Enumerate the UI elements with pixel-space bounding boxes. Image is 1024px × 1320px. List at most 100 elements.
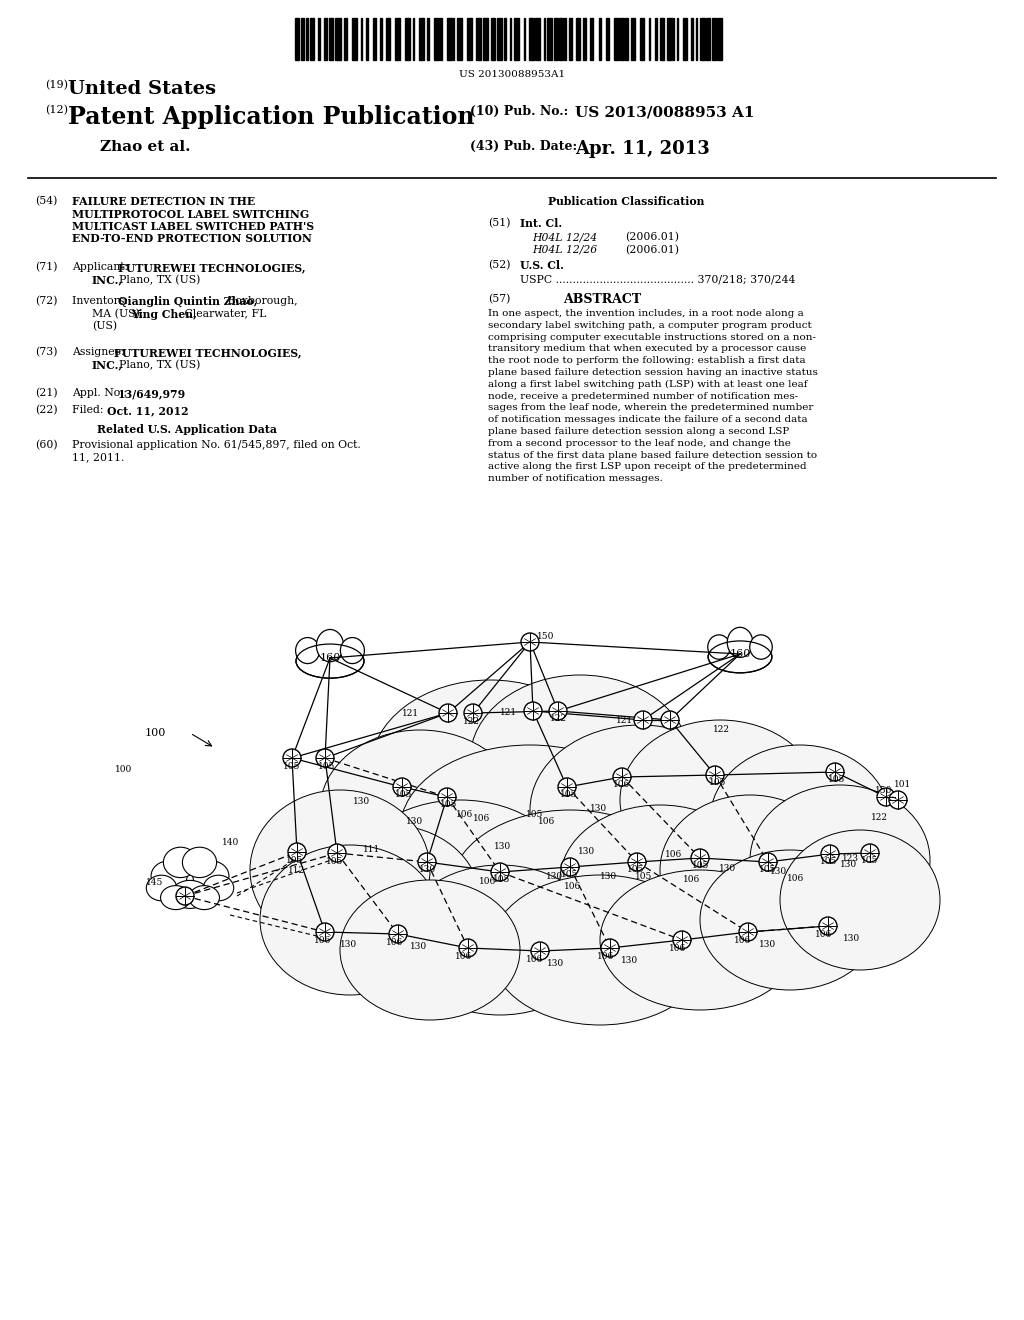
Text: (51): (51) (488, 218, 511, 228)
Text: 130: 130 (770, 867, 787, 876)
Text: Qianglin Quintin Zhao,: Qianglin Quintin Zhao, (118, 296, 257, 308)
Bar (419, 18, 424, 59)
Text: H04L 12/26: H04L 12/26 (532, 246, 597, 255)
Bar (352, 18, 357, 59)
Bar (696, 18, 697, 59)
Circle shape (389, 925, 407, 942)
Text: (21): (21) (35, 388, 57, 399)
Bar (446, 18, 452, 59)
Text: 130: 130 (840, 861, 857, 869)
Text: (43) Pub. Date:: (43) Pub. Date: (470, 140, 578, 153)
Text: 105: 105 (283, 762, 300, 771)
Text: Patent Application Publication: Patent Application Publication (68, 106, 474, 129)
Text: Zhao et al.: Zhao et al. (100, 140, 190, 154)
Bar (413, 18, 414, 59)
Bar (625, 18, 628, 59)
Ellipse shape (204, 875, 233, 900)
Circle shape (877, 788, 895, 807)
Bar (510, 18, 511, 59)
Text: 130: 130 (547, 960, 564, 968)
Text: USPC ......................................... 370/218; 370/244: USPC ...................................… (520, 275, 796, 284)
Ellipse shape (260, 845, 440, 995)
Bar (434, 18, 439, 59)
Text: FUTUREWEI TECHNOLOGIES,: FUTUREWEI TECHNOLOGIES, (114, 347, 301, 358)
Text: 122: 122 (871, 813, 888, 822)
Text: 130: 130 (759, 940, 776, 949)
Text: Apr. 11, 2013: Apr. 11, 2013 (575, 140, 710, 158)
Text: 105: 105 (820, 857, 838, 866)
Circle shape (634, 711, 652, 729)
Ellipse shape (171, 880, 209, 908)
Text: (72): (72) (35, 296, 57, 306)
Ellipse shape (161, 886, 190, 909)
Ellipse shape (710, 744, 890, 895)
Bar (564, 18, 565, 59)
Text: status of the first data plane based failure detection session to: status of the first data plane based fai… (488, 450, 817, 459)
Bar (476, 18, 481, 59)
Text: 105: 105 (395, 789, 413, 799)
Bar (706, 18, 710, 59)
Ellipse shape (750, 785, 930, 935)
Text: 105: 105 (561, 870, 579, 879)
Text: MA (US);: MA (US); (92, 309, 146, 319)
Text: (10) Pub. No.:: (10) Pub. No.: (470, 106, 568, 117)
Ellipse shape (700, 850, 880, 990)
Bar (575, 18, 580, 59)
Text: 105: 105 (526, 810, 544, 818)
Text: 105: 105 (692, 861, 710, 870)
Text: 130: 130 (578, 847, 595, 855)
Text: 11, 2011.: 11, 2011. (72, 453, 124, 462)
Text: secondary label switching path, a computer program product: secondary label switching path, a comput… (488, 321, 812, 330)
Circle shape (521, 634, 539, 651)
Bar (366, 18, 369, 59)
Bar (713, 18, 716, 59)
Bar (514, 18, 519, 59)
Text: Related U.S. Application Data: Related U.S. Application Data (97, 424, 276, 436)
Text: 106: 106 (734, 936, 752, 945)
Ellipse shape (340, 880, 520, 1020)
Circle shape (739, 923, 757, 941)
Text: (12): (12) (45, 106, 68, 115)
Text: 105: 105 (861, 855, 879, 865)
Text: (22): (22) (35, 405, 57, 416)
Ellipse shape (400, 865, 600, 1015)
Circle shape (464, 704, 482, 722)
Circle shape (459, 939, 477, 957)
Text: 160: 160 (729, 649, 751, 659)
Circle shape (176, 887, 194, 906)
Ellipse shape (370, 680, 610, 861)
Text: 106: 106 (456, 810, 473, 818)
Text: 106: 106 (815, 931, 833, 939)
Text: (52): (52) (488, 260, 511, 271)
Ellipse shape (400, 744, 660, 915)
Bar (406, 18, 410, 59)
Bar (691, 18, 693, 59)
Text: 105: 105 (286, 855, 303, 865)
Bar (306, 18, 307, 59)
Text: transitory medium that when executed by a processor cause: transitory medium that when executed by … (488, 345, 806, 354)
Text: 106: 106 (665, 850, 682, 859)
Bar (395, 18, 400, 59)
Circle shape (819, 917, 837, 935)
Text: (2006.01): (2006.01) (625, 232, 679, 243)
Bar (536, 18, 541, 59)
Text: Filed:: Filed: (72, 405, 131, 414)
Text: 130: 130 (406, 817, 423, 826)
Text: number of notification messages.: number of notification messages. (488, 474, 663, 483)
Bar (544, 18, 546, 59)
Text: 140: 140 (222, 838, 240, 847)
Bar (329, 18, 333, 59)
Circle shape (662, 711, 679, 729)
Bar (554, 18, 558, 59)
Circle shape (691, 849, 709, 867)
Text: 106: 106 (473, 814, 490, 822)
Text: 105: 105 (440, 800, 458, 809)
Ellipse shape (709, 642, 772, 673)
Circle shape (283, 748, 301, 767)
Bar (677, 18, 678, 59)
Ellipse shape (708, 635, 730, 659)
Ellipse shape (316, 630, 344, 661)
Bar (559, 18, 563, 59)
Ellipse shape (164, 847, 198, 878)
Ellipse shape (560, 805, 760, 954)
